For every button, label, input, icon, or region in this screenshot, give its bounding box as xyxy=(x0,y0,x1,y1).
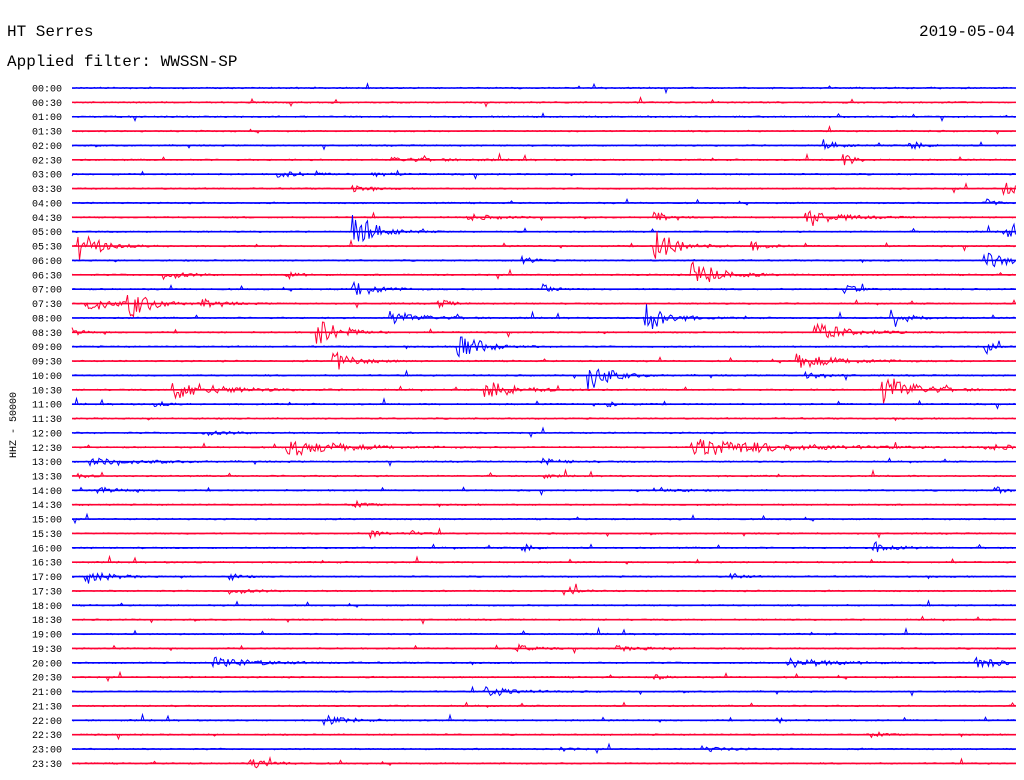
trace-02-00 xyxy=(71,139,1016,151)
time-tick-label: 16:30 xyxy=(32,559,62,570)
trace-18-00 xyxy=(71,599,1016,608)
time-tick-label: 03:00 xyxy=(32,171,62,182)
time-tick-label: 17:30 xyxy=(32,587,62,598)
time-tick-label: 22:30 xyxy=(32,731,62,742)
time-tick-label: 05:00 xyxy=(32,228,62,239)
time-tick-label: 01:00 xyxy=(32,113,62,124)
time-tick-label: 12:00 xyxy=(32,429,62,440)
time-tick-label: 05:30 xyxy=(32,243,62,254)
trace-01-30 xyxy=(71,125,1016,135)
time-tick-label: 01:30 xyxy=(32,128,62,139)
filter-label: Applied filter: WWSSN-SP xyxy=(7,53,237,71)
time-tick-label: 19:30 xyxy=(32,645,62,656)
time-tick-label: 13:00 xyxy=(32,458,62,469)
time-tick-label: 19:00 xyxy=(32,631,62,642)
station-title: HT Serres xyxy=(7,23,93,41)
time-tick-label: 16:00 xyxy=(32,544,62,555)
time-tick-label: 11:00 xyxy=(32,401,62,412)
trace-05-00 xyxy=(71,214,1016,243)
time-tick-label: 06:30 xyxy=(32,271,62,282)
time-tick-label: 07:30 xyxy=(32,300,62,311)
trace-04-30 xyxy=(71,209,1016,227)
trace-13-30 xyxy=(71,468,1016,480)
time-tick-label: 13:30 xyxy=(32,472,62,483)
time-tick-label: 10:30 xyxy=(32,386,62,397)
time-tick-label: 00:00 xyxy=(32,85,62,96)
time-tick-label: 12:30 xyxy=(32,444,62,455)
date-label: 2019-05-04 xyxy=(919,23,1015,41)
trace-17-00 xyxy=(71,571,1016,584)
time-tick-label: 22:00 xyxy=(32,717,62,728)
time-tick-label: 20:30 xyxy=(32,674,62,685)
time-tick-label: 00:30 xyxy=(32,99,62,110)
time-tick-label: 07:00 xyxy=(32,286,62,297)
time-tick-label: 15:00 xyxy=(32,516,62,527)
trace-10-30 xyxy=(71,378,1016,404)
time-tick-label: 17:00 xyxy=(32,573,62,584)
trace-07-30 xyxy=(71,294,1016,318)
time-tick-label: 18:00 xyxy=(32,602,62,613)
time-tick-label: 03:30 xyxy=(32,185,62,196)
time-tick-label: 15:30 xyxy=(32,530,62,541)
time-tick-label: 04:30 xyxy=(32,214,62,225)
time-tick-label: 08:00 xyxy=(32,314,62,325)
trace-04-00 xyxy=(72,197,1016,206)
time-tick-label: 14:30 xyxy=(32,501,62,512)
time-tick-label: 21:30 xyxy=(32,702,62,713)
time-tick-label: 09:30 xyxy=(32,358,62,369)
y-axis-label: HHZ - 50000 xyxy=(9,392,20,458)
trace-16-00 xyxy=(71,540,1016,553)
time-tick-label: 02:30 xyxy=(32,156,62,167)
time-tick-label: 23:00 xyxy=(32,746,62,757)
time-tick-label: 21:00 xyxy=(32,688,62,699)
trace-17-30 xyxy=(71,583,1016,596)
time-tick-label: 10:00 xyxy=(32,372,62,383)
time-tick-label: 23:30 xyxy=(32,760,62,771)
time-tick-label: 20:00 xyxy=(32,659,62,670)
time-tick-label: 08:30 xyxy=(32,329,62,340)
time-tick-label: 18:30 xyxy=(32,616,62,627)
time-tick-label: 06:00 xyxy=(32,257,62,268)
time-tick-label: 11:30 xyxy=(32,415,62,426)
trace-06-30 xyxy=(71,261,1016,283)
trace-08-00 xyxy=(71,304,1016,329)
time-tick-label: 09:00 xyxy=(32,343,62,354)
trace-rows: 00:00 00:30 01:00 01:30 02:00 02:30 03:00 03:30… xyxy=(32,82,1016,771)
trace-22-30 xyxy=(71,731,1016,741)
time-tick-label: 14:00 xyxy=(32,487,62,498)
time-tick-label: 02:00 xyxy=(32,142,62,153)
time-tick-label: 04:00 xyxy=(32,199,62,210)
